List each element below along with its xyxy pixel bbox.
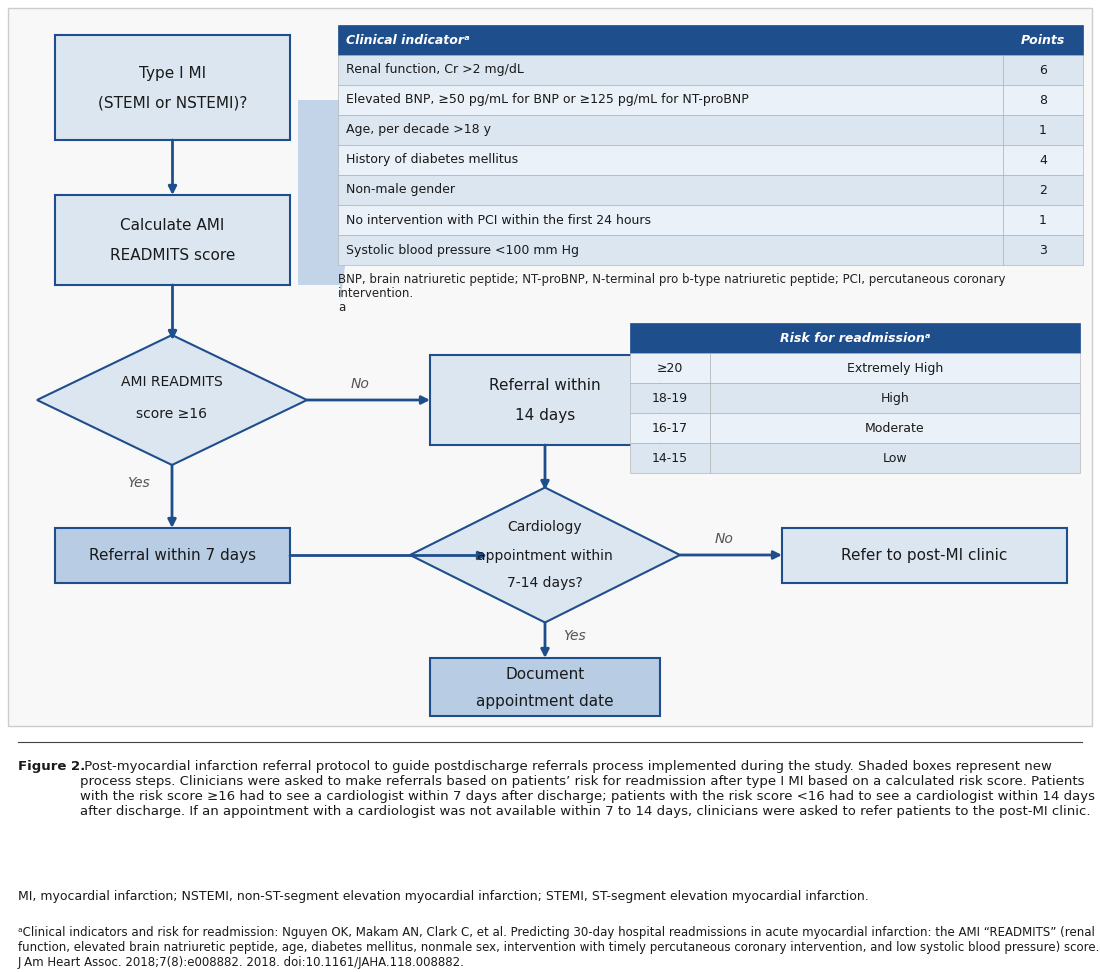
FancyBboxPatch shape: [630, 383, 710, 413]
FancyBboxPatch shape: [630, 353, 710, 383]
FancyBboxPatch shape: [630, 443, 710, 473]
FancyBboxPatch shape: [630, 413, 710, 443]
FancyBboxPatch shape: [55, 35, 290, 140]
Text: MI, myocardial infarction; NSTEMI, non-ST-segment elevation myocardial infarctio: MI, myocardial infarction; NSTEMI, non-S…: [18, 890, 869, 903]
Text: Non-male gender: Non-male gender: [346, 184, 455, 196]
Text: Elevated BNP, ≥50 pg/mL for BNP or ≥125 pg/mL for NT-proBNP: Elevated BNP, ≥50 pg/mL for BNP or ≥125 …: [346, 93, 749, 107]
Text: Age, per decade >18 y: Age, per decade >18 y: [346, 123, 491, 136]
Text: 2: 2: [1040, 184, 1047, 196]
Text: READMITS score: READMITS score: [110, 248, 235, 262]
Text: 7-14 days?: 7-14 days?: [507, 576, 583, 590]
Text: Document: Document: [505, 667, 584, 681]
Text: Refer to post-MI clinic: Refer to post-MI clinic: [842, 548, 1008, 563]
FancyBboxPatch shape: [1003, 175, 1084, 205]
FancyBboxPatch shape: [430, 658, 660, 716]
Polygon shape: [410, 488, 680, 622]
FancyBboxPatch shape: [710, 383, 1080, 413]
Text: High: High: [881, 392, 910, 404]
Text: Systolic blood pressure <100 mm Hg: Systolic blood pressure <100 mm Hg: [346, 244, 579, 257]
Text: 1: 1: [1040, 123, 1047, 136]
Text: 3: 3: [1040, 244, 1047, 257]
Text: Yes: Yes: [563, 629, 585, 643]
FancyBboxPatch shape: [1003, 235, 1084, 265]
FancyBboxPatch shape: [710, 413, 1080, 443]
Text: ᵃClinical indicators and risk for readmission: Nguyen OK, Makam AN, Clark C, et : ᵃClinical indicators and risk for readmi…: [18, 926, 1099, 969]
FancyBboxPatch shape: [338, 145, 1003, 175]
Text: Referral within: Referral within: [490, 377, 601, 393]
Text: No: No: [715, 532, 734, 546]
Text: Referral within 7 days: Referral within 7 days: [89, 548, 256, 563]
Text: intervention.: intervention.: [338, 287, 414, 300]
Text: Post-myocardial infarction referral protocol to guide postdischarge referrals pr: Post-myocardial infarction referral prot…: [80, 760, 1094, 818]
Text: (STEMI or NSTEMI)?: (STEMI or NSTEMI)?: [98, 96, 248, 111]
FancyBboxPatch shape: [710, 353, 1080, 383]
Text: Cardiology: Cardiology: [508, 520, 582, 534]
FancyBboxPatch shape: [338, 115, 1003, 145]
FancyBboxPatch shape: [1003, 205, 1084, 235]
FancyBboxPatch shape: [338, 205, 1003, 235]
FancyBboxPatch shape: [630, 323, 1080, 353]
Text: appointment date: appointment date: [476, 693, 614, 709]
Polygon shape: [298, 82, 355, 303]
Text: Renal function, Cr >2 mg/dL: Renal function, Cr >2 mg/dL: [346, 63, 524, 77]
Text: 16-17: 16-17: [652, 422, 689, 434]
FancyBboxPatch shape: [55, 195, 290, 285]
FancyBboxPatch shape: [782, 528, 1067, 583]
Text: ≥20: ≥20: [657, 362, 683, 374]
Text: No: No: [351, 377, 370, 391]
Text: Figure 2.: Figure 2.: [18, 760, 86, 773]
FancyBboxPatch shape: [338, 175, 1003, 205]
Text: a: a: [338, 301, 345, 314]
Text: score ≥16: score ≥16: [136, 407, 208, 421]
Text: 18-19: 18-19: [652, 392, 689, 404]
Text: 14-15: 14-15: [652, 452, 689, 465]
Polygon shape: [37, 335, 307, 465]
FancyBboxPatch shape: [55, 528, 290, 583]
Text: 6: 6: [1040, 63, 1047, 77]
Text: Yes: Yes: [128, 476, 150, 490]
FancyBboxPatch shape: [338, 235, 1003, 265]
Text: 4: 4: [1040, 154, 1047, 166]
Text: 14 days: 14 days: [515, 407, 575, 423]
FancyBboxPatch shape: [430, 355, 660, 445]
Text: Clinical indicatorᵃ: Clinical indicatorᵃ: [346, 33, 470, 47]
FancyBboxPatch shape: [338, 85, 1003, 115]
Text: Moderate: Moderate: [866, 422, 925, 434]
Text: BNP, brain natriuretic peptide; NT-proBNP, N-terminal pro b-type natriuretic pep: BNP, brain natriuretic peptide; NT-proBN…: [338, 273, 1005, 286]
FancyBboxPatch shape: [1003, 55, 1084, 85]
Text: Points: Points: [1021, 33, 1065, 47]
Text: Low: Low: [882, 452, 908, 465]
Text: No intervention with PCI within the first 24 hours: No intervention with PCI within the firs…: [346, 214, 651, 226]
FancyBboxPatch shape: [1003, 115, 1084, 145]
Text: 8: 8: [1040, 93, 1047, 107]
FancyBboxPatch shape: [338, 25, 1084, 55]
FancyBboxPatch shape: [1003, 145, 1084, 175]
Text: Calculate AMI: Calculate AMI: [120, 218, 224, 232]
Text: 1: 1: [1040, 214, 1047, 226]
FancyBboxPatch shape: [8, 8, 1092, 726]
Text: Extremely High: Extremely High: [847, 362, 943, 374]
Text: AMI READMITS: AMI READMITS: [121, 375, 223, 389]
Text: History of diabetes mellitus: History of diabetes mellitus: [346, 154, 518, 166]
Text: Type I MI: Type I MI: [139, 66, 206, 81]
FancyBboxPatch shape: [1003, 85, 1084, 115]
FancyBboxPatch shape: [710, 443, 1080, 473]
FancyBboxPatch shape: [338, 55, 1003, 85]
Text: Risk for readmissionᵃ: Risk for readmissionᵃ: [780, 331, 931, 344]
Text: appointment within: appointment within: [477, 549, 613, 563]
